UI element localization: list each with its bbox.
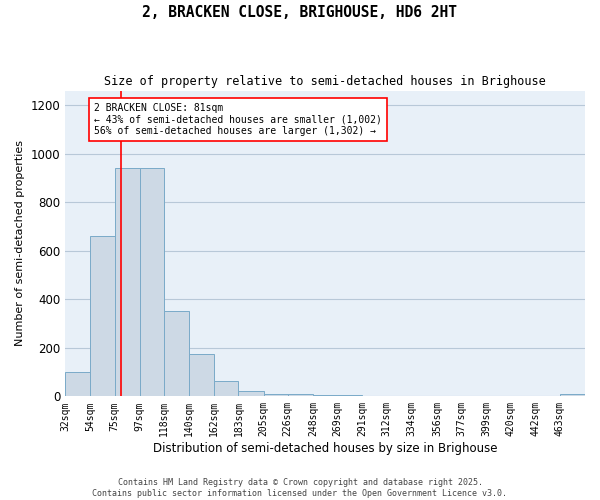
Title: Size of property relative to semi-detached houses in Brighouse: Size of property relative to semi-detach… bbox=[104, 75, 546, 88]
Text: Contains HM Land Registry data © Crown copyright and database right 2025.
Contai: Contains HM Land Registry data © Crown c… bbox=[92, 478, 508, 498]
Bar bbox=[65, 372, 91, 396]
Bar bbox=[238, 392, 263, 396]
Bar bbox=[115, 168, 140, 396]
X-axis label: Distribution of semi-detached houses by size in Brighouse: Distribution of semi-detached houses by … bbox=[153, 442, 497, 455]
Bar bbox=[263, 394, 288, 396]
Bar bbox=[214, 380, 238, 396]
Y-axis label: Number of semi-detached properties: Number of semi-detached properties bbox=[15, 140, 25, 346]
Bar bbox=[288, 394, 313, 396]
Text: 2 BRACKEN CLOSE: 81sqm
← 43% of semi-detached houses are smaller (1,002)
56% of : 2 BRACKEN CLOSE: 81sqm ← 43% of semi-det… bbox=[94, 102, 382, 136]
Bar bbox=[337, 395, 362, 396]
Text: 2, BRACKEN CLOSE, BRIGHOUSE, HD6 2HT: 2, BRACKEN CLOSE, BRIGHOUSE, HD6 2HT bbox=[143, 5, 458, 20]
Bar bbox=[91, 236, 115, 396]
Bar bbox=[560, 394, 585, 396]
Bar bbox=[140, 168, 164, 396]
Bar bbox=[313, 395, 337, 396]
Bar bbox=[164, 312, 189, 396]
Bar bbox=[189, 354, 214, 397]
